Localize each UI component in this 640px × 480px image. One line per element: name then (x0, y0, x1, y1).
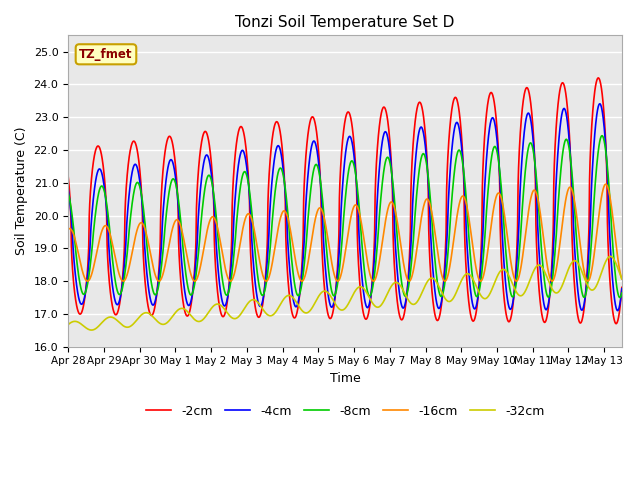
-8cm (348, 158, 356, 164)
Text: TZ_fmet: TZ_fmet (79, 48, 132, 61)
-16cm (97, 231, 105, 237)
-8cm (618, 290, 626, 296)
-4cm (97, 167, 104, 173)
-32cm (97, 321, 105, 326)
Y-axis label: Soil Temperature (C): Soil Temperature (C) (15, 127, 28, 255)
-2cm (348, 123, 356, 129)
-2cm (618, 285, 626, 290)
-8cm (411, 215, 419, 221)
-32cm (618, 276, 626, 282)
-2cm (428, 286, 436, 291)
-32cm (348, 293, 356, 299)
-4cm (533, 193, 541, 199)
-8cm (97, 184, 104, 190)
X-axis label: Time: Time (330, 372, 360, 385)
-32cm (412, 301, 419, 307)
-32cm (599, 266, 607, 272)
-16cm (64, 227, 72, 232)
-32cm (533, 263, 541, 269)
-4cm (348, 139, 356, 145)
-4cm (618, 286, 626, 292)
-4cm (64, 185, 72, 191)
-16cm (599, 188, 607, 194)
-2cm (599, 96, 607, 102)
-4cm (599, 111, 607, 117)
-32cm (428, 275, 436, 281)
-32cm (607, 253, 614, 259)
-16cm (602, 181, 609, 187)
-8cm (64, 190, 72, 196)
-32cm (88, 327, 95, 333)
-2cm (411, 121, 419, 127)
Legend: -2cm, -4cm, -8cm, -16cm, -32cm: -2cm, -4cm, -8cm, -16cm, -32cm (141, 400, 549, 423)
Title: Tonzi Soil Temperature Set D: Tonzi Soil Temperature Set D (236, 15, 455, 30)
-16cm (412, 258, 419, 264)
Line: -16cm: -16cm (68, 184, 622, 281)
-8cm (599, 133, 607, 139)
-4cm (596, 101, 604, 107)
-2cm (97, 148, 104, 154)
Line: -8cm: -8cm (68, 136, 622, 298)
-2cm (533, 246, 541, 252)
Line: -32cm: -32cm (68, 256, 622, 330)
-16cm (84, 278, 92, 284)
Line: -2cm: -2cm (68, 78, 622, 324)
-2cm (612, 321, 620, 326)
-4cm (614, 308, 621, 313)
-2cm (64, 173, 72, 179)
-4cm (428, 251, 436, 256)
-8cm (533, 179, 541, 184)
-8cm (616, 295, 623, 300)
-8cm (598, 133, 606, 139)
Line: -4cm: -4cm (68, 104, 622, 311)
-4cm (411, 166, 419, 171)
-2cm (595, 75, 602, 81)
-16cm (348, 208, 356, 214)
-16cm (533, 192, 541, 198)
-8cm (428, 214, 436, 220)
-16cm (618, 276, 626, 282)
-16cm (428, 210, 436, 216)
-32cm (64, 322, 72, 327)
